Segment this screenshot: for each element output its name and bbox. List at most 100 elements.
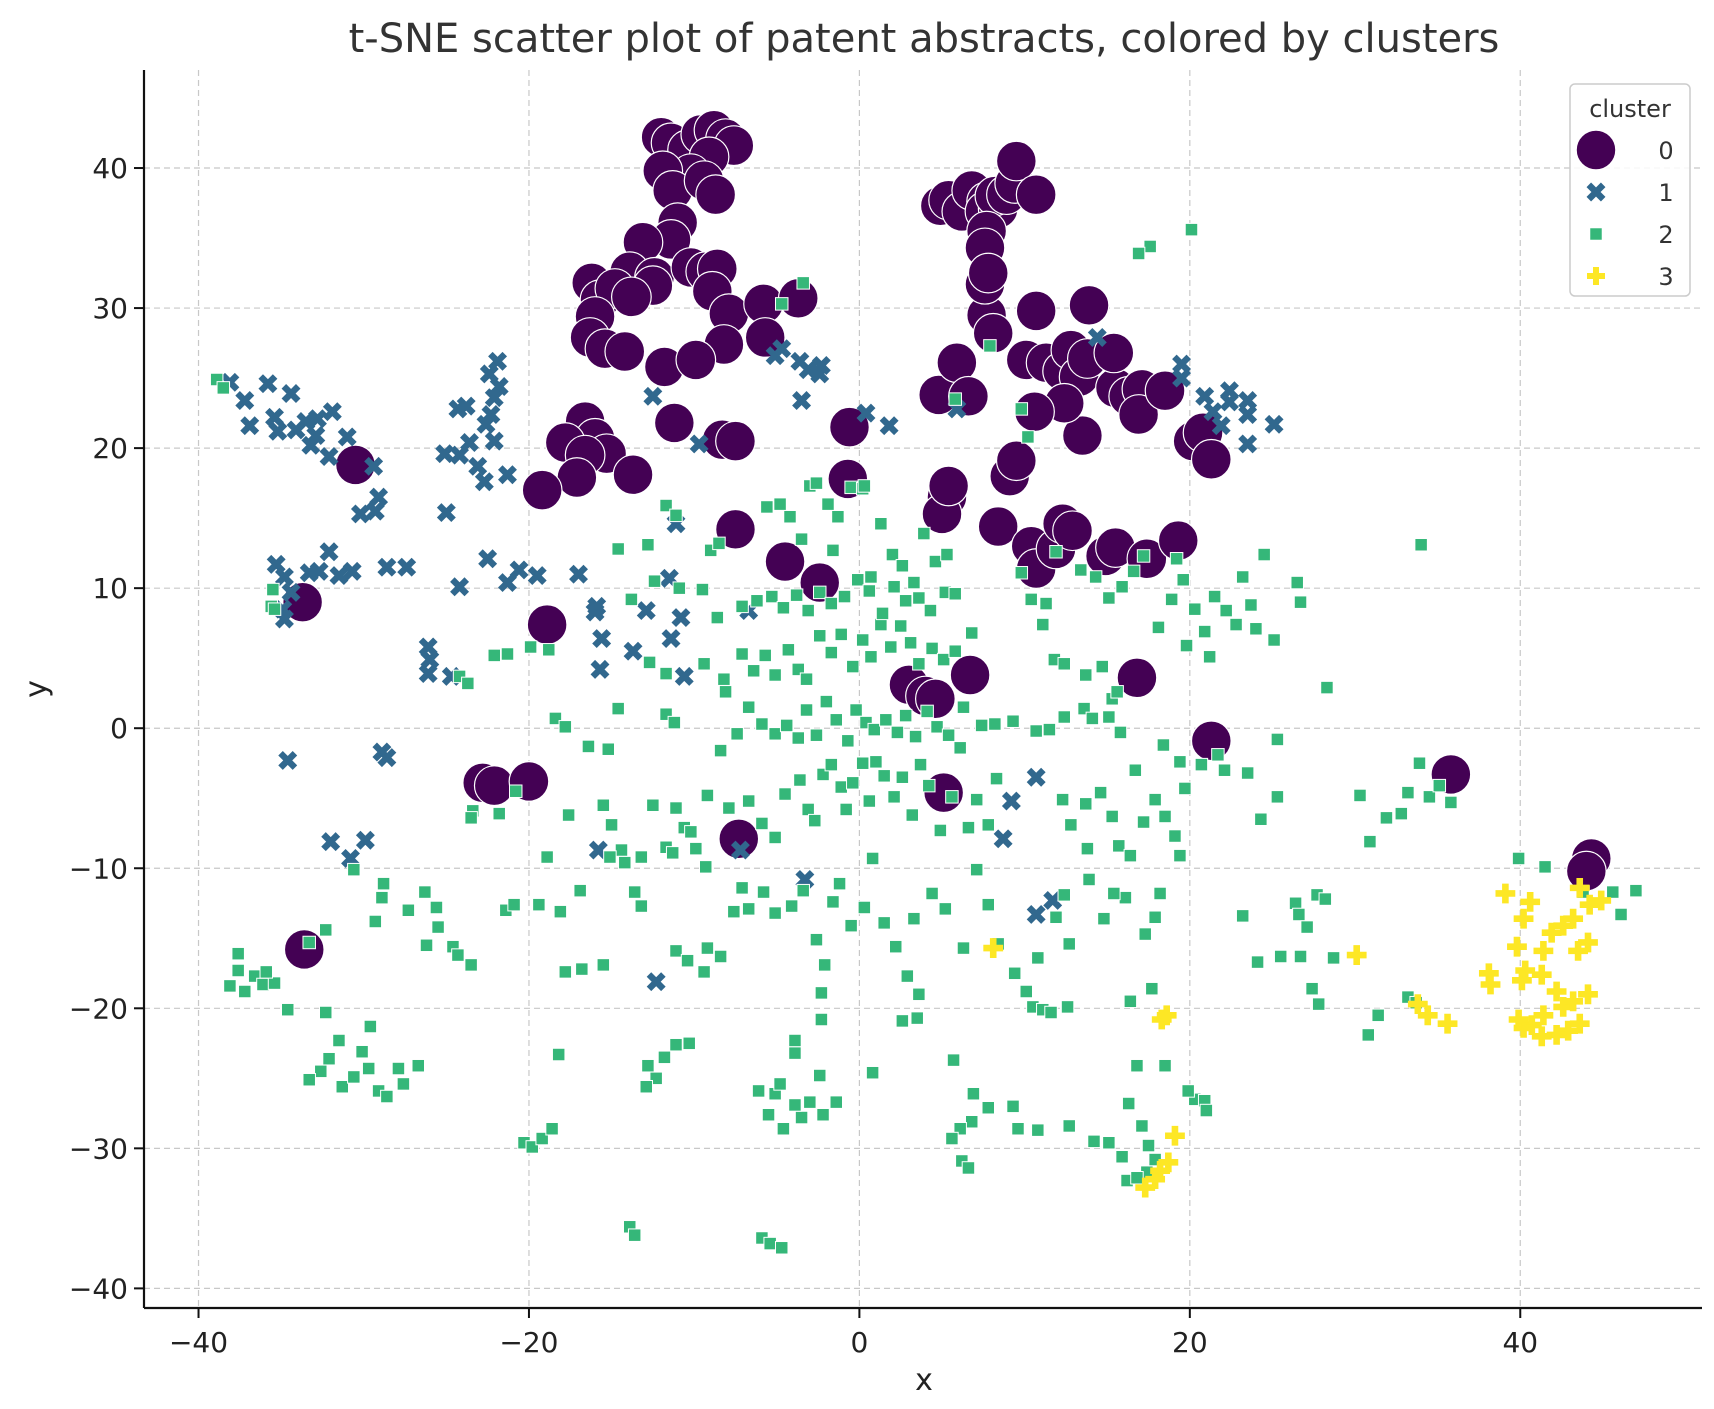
cluster-0-point [799, 562, 841, 603]
cluster-2-point [647, 574, 662, 588]
cluster-2-point [1606, 885, 1620, 899]
cluster-2-point [741, 794, 756, 808]
cluster-2-point [1019, 984, 1034, 999]
cluster-2-point [948, 644, 962, 658]
cluster-2-point [266, 582, 280, 597]
cluster-2-point [429, 900, 444, 915]
cluster-2-point [981, 1100, 996, 1115]
cluster-2-point [846, 776, 860, 790]
cluster-2-point [1199, 1103, 1214, 1118]
cluster-2-point [672, 581, 687, 595]
legend-label-cluster-1: 1 [1658, 179, 1673, 207]
cluster-2-point [551, 1047, 566, 1062]
cluster-2-point [844, 918, 858, 933]
cluster-1-point [281, 582, 301, 602]
cluster-2-point [1151, 620, 1166, 635]
cluster-2-point [884, 640, 898, 654]
cluster-2-point [223, 979, 237, 993]
cluster-2-point [418, 885, 432, 899]
cluster-2-point [1173, 755, 1187, 769]
cluster-2-point [1006, 714, 1020, 728]
cluster-2-point [1235, 909, 1250, 923]
cluster-2-point [964, 1114, 979, 1129]
cluster-3-point [1165, 1125, 1185, 1146]
cluster-2-point [776, 601, 791, 615]
cluster-2-point [1029, 724, 1043, 738]
cluster-2-point [695, 582, 710, 597]
cluster-3-point [1145, 1169, 1166, 1190]
cluster-2-point [864, 650, 878, 664]
cluster-1-point [1220, 392, 1239, 412]
cluster-2-point [809, 932, 824, 947]
cluster-2-point [839, 802, 853, 817]
cluster-0-point [521, 469, 563, 511]
cluster-2-point [1057, 657, 1072, 671]
cluster-2-point [756, 885, 771, 899]
cluster-3-point [1553, 915, 1574, 936]
cluster-2-point [659, 666, 673, 681]
cluster-1-point [364, 456, 384, 476]
cluster-2-point [912, 591, 926, 605]
legend-label-cluster-0: 0 [1658, 137, 1673, 165]
legend: cluster 0 1 2 3 [1569, 83, 1691, 297]
cluster-2-point [1062, 937, 1076, 951]
x-tick-label: 0 [850, 1326, 868, 1359]
cluster-0-point [1015, 290, 1057, 332]
cluster-2-point [989, 771, 1004, 786]
cluster-2-point [508, 784, 523, 798]
cluster-2-point [1629, 883, 1643, 898]
cluster-2-point [1614, 907, 1628, 922]
cluster-2-point [887, 580, 901, 594]
y-tick-label: 20 [92, 432, 128, 465]
cluster-2-point [1128, 763, 1143, 777]
cluster-2-point [1244, 598, 1258, 612]
cluster-2-point [581, 739, 596, 754]
y-tick-label: 0 [110, 712, 128, 745]
cluster-3-point [1495, 883, 1516, 904]
cluster-2-point [507, 897, 521, 912]
cluster-1-point [856, 403, 876, 423]
cluster-1-point [498, 465, 517, 485]
cluster-2-point [1158, 809, 1172, 824]
x-axis-label: x [915, 1363, 933, 1398]
legend-marker-cluster-1 [1586, 182, 1606, 202]
cluster-2-point [710, 610, 725, 625]
cluster-1-point [355, 830, 375, 850]
cluster-2-point [877, 769, 891, 783]
cluster-1-point [301, 435, 321, 455]
cluster-2-point [1401, 785, 1415, 800]
cluster-2-point [862, 794, 877, 808]
cluster-2-point [659, 498, 673, 513]
cluster-2-point [933, 823, 948, 838]
cluster-3-point [1407, 994, 1428, 1014]
cluster-2-point [755, 717, 769, 731]
cluster-2-point [809, 476, 824, 490]
cluster-2-point [1219, 603, 1233, 618]
cluster-2-point [1097, 911, 1111, 926]
cluster-2-point [788, 1046, 802, 1060]
cluster-2-point [1229, 617, 1243, 632]
cluster-2-point [1113, 725, 1128, 740]
cluster-2-point [259, 965, 274, 979]
cluster-2-point [746, 664, 761, 678]
x-tick-label: −40 [169, 1326, 228, 1359]
cluster-1-point [623, 641, 643, 661]
cluster-2-point [1273, 949, 1288, 964]
cluster-1-point [671, 608, 691, 628]
cluster-2-point [826, 543, 840, 558]
cluster-1-point [435, 444, 455, 464]
cluster-2-point [821, 497, 835, 511]
cluster-2-point [895, 559, 910, 573]
cluster-1-point [474, 472, 494, 492]
cluster-2-point [1136, 815, 1151, 829]
cluster-2-point [1148, 792, 1162, 807]
cluster-2-point [765, 589, 779, 604]
cluster-2-point [834, 627, 848, 642]
cluster-1-point [319, 542, 339, 562]
cluster-2-point [784, 899, 799, 913]
cluster-1-point [274, 567, 294, 587]
cluster-2-point [898, 708, 913, 723]
cluster-2-point [946, 1053, 961, 1067]
cluster-1-point [342, 561, 362, 581]
cluster-1-point [1026, 767, 1046, 787]
